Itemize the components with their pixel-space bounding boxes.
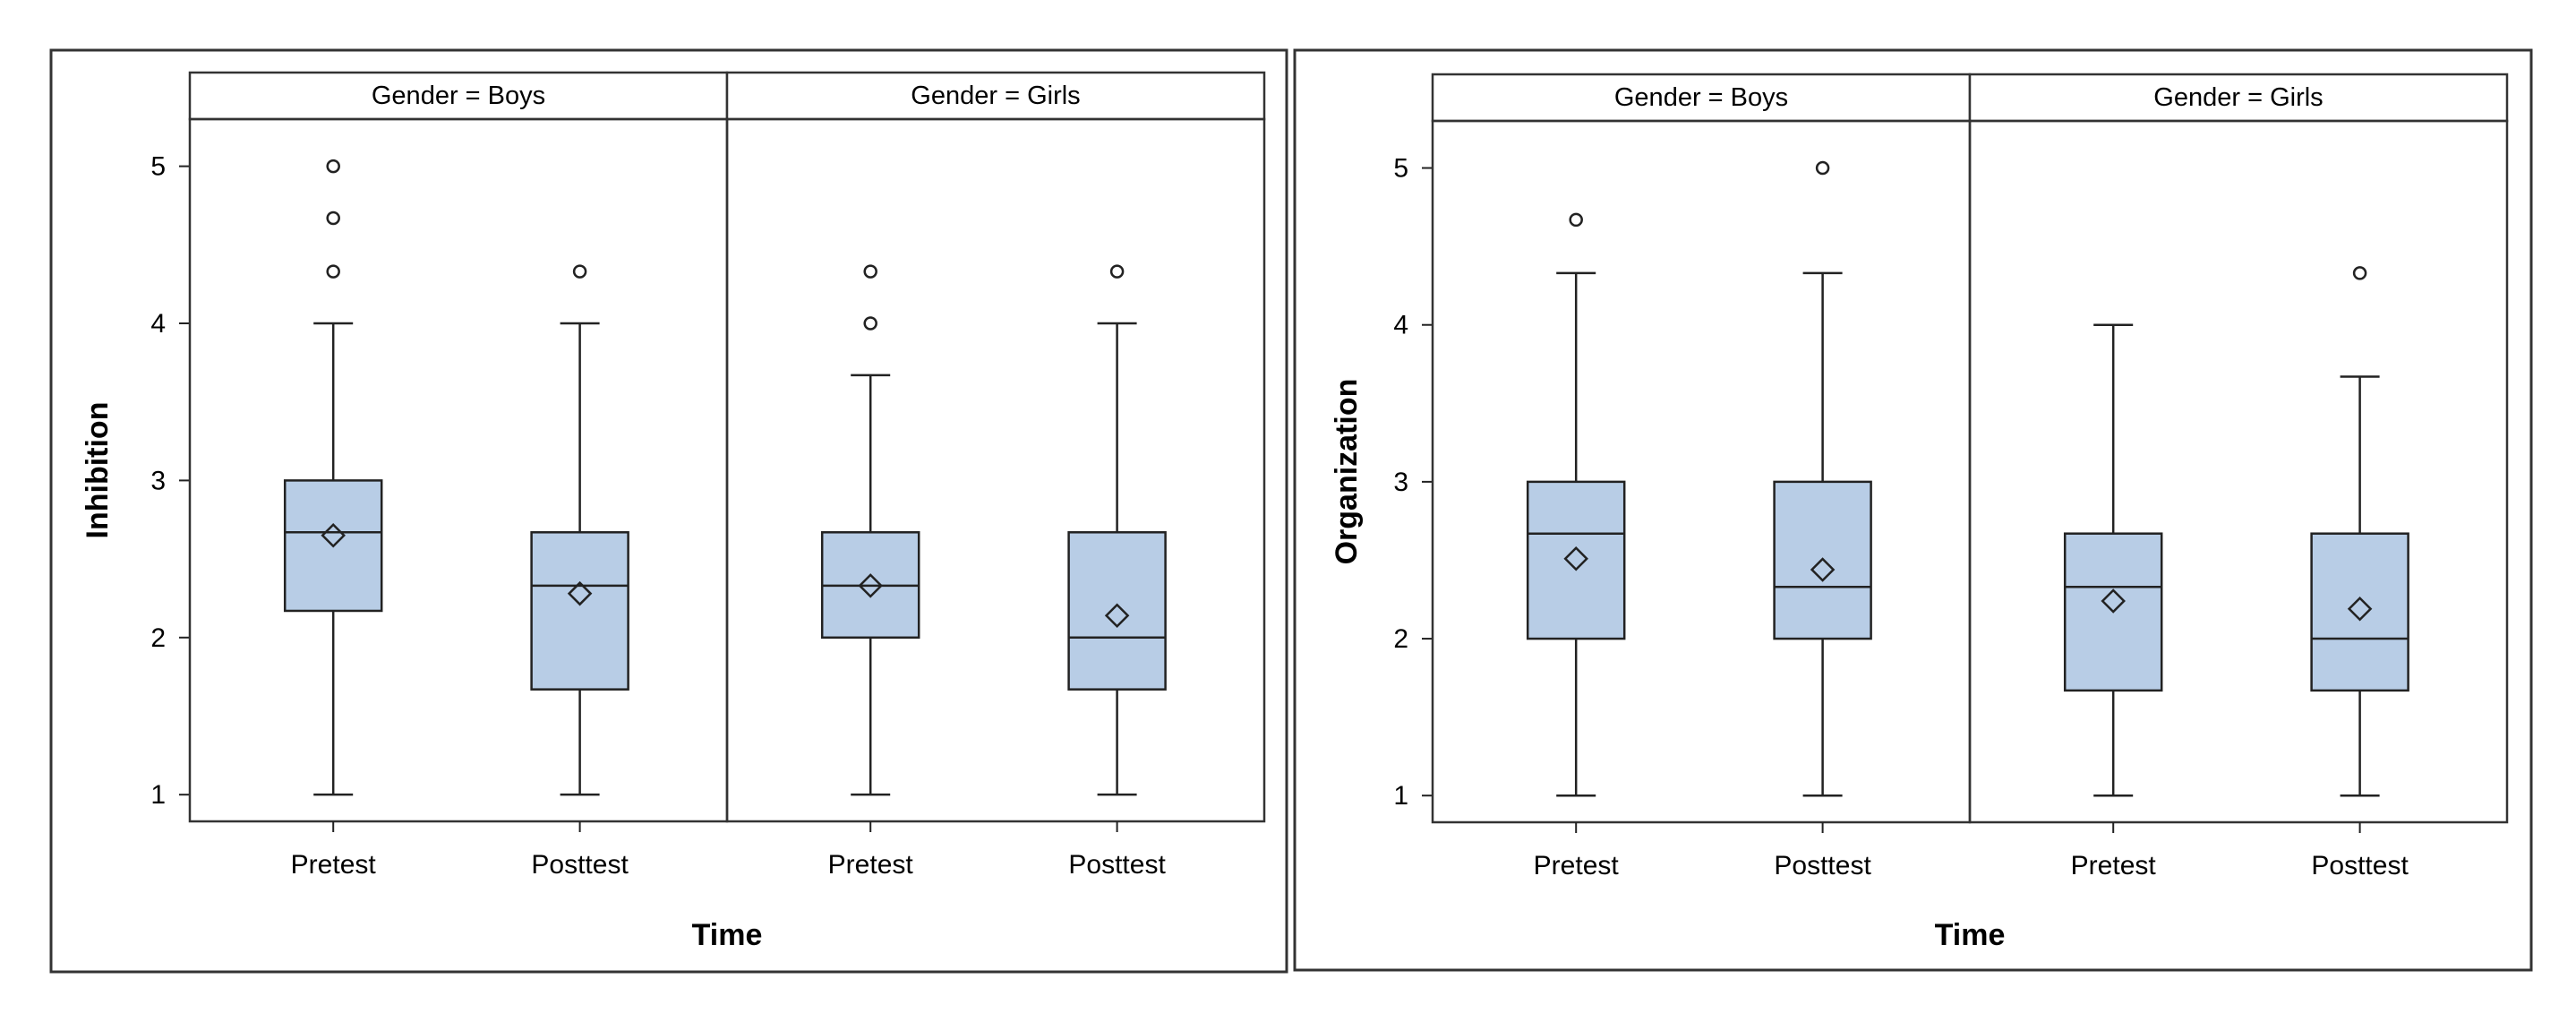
strip-label: Gender = Girls bbox=[911, 82, 1080, 110]
panel-frame bbox=[725, 117, 1266, 823]
strip-label: Gender = Boys bbox=[372, 82, 545, 110]
box-pretest: Pretest bbox=[820, 264, 920, 880]
box-pretest: Pretest bbox=[283, 159, 383, 880]
panel-frame bbox=[1968, 119, 2509, 824]
x-axis-title: Time bbox=[1935, 918, 2006, 952]
mean-marker bbox=[321, 523, 346, 548]
figure-frame bbox=[49, 48, 1288, 974]
y-tick-label: 3 bbox=[150, 466, 166, 495]
outlier-point bbox=[326, 264, 340, 279]
x-tick-label: Pretest bbox=[1534, 851, 1620, 880]
outlier-point bbox=[1109, 264, 1125, 279]
outlier-point bbox=[326, 159, 340, 174]
iqr-box bbox=[530, 531, 629, 691]
strip-label: Gender = Girls bbox=[2153, 83, 2323, 112]
y-tick-label: 1 bbox=[1393, 781, 1408, 811]
y-tick-label: 4 bbox=[1393, 311, 1408, 340]
outlier-point bbox=[863, 316, 877, 331]
panel-frame bbox=[188, 117, 729, 823]
mean-marker bbox=[1810, 557, 1836, 582]
y-tick-label: 4 bbox=[150, 309, 166, 339]
outlier-point bbox=[1569, 212, 1583, 228]
y-tick-label: 2 bbox=[1393, 624, 1408, 654]
x-tick-label: Pretest bbox=[291, 850, 377, 880]
panel-frame bbox=[1431, 119, 1972, 824]
panel-2: Gender = Girls Pretest Posttest bbox=[725, 71, 1266, 880]
mean-marker bbox=[1563, 545, 1588, 571]
box-posttest: Posttest bbox=[2310, 266, 2409, 880]
outlier-point bbox=[326, 210, 340, 226]
iqr-box bbox=[1067, 531, 1167, 691]
outlier-point bbox=[572, 264, 587, 279]
figure-frame bbox=[1293, 48, 2533, 972]
outlier-point bbox=[2352, 266, 2367, 280]
outlier-point bbox=[863, 264, 877, 279]
x-axis-title: Time bbox=[692, 918, 763, 952]
x-tick-label: Pretest bbox=[828, 850, 914, 880]
mean-marker bbox=[2101, 588, 2126, 614]
chart-2: 1 2 3 4 5 Organization Time Gender = Boys Pretes… bbox=[1293, 48, 2533, 972]
y-axis-title: Inhibition bbox=[81, 402, 115, 539]
box-posttest: Posttest bbox=[1773, 160, 1872, 880]
mean-marker bbox=[1104, 603, 1130, 629]
panel-2: Gender = Girls Pretest Posttest bbox=[1968, 73, 2509, 880]
y-tick-label: 2 bbox=[150, 623, 166, 653]
strip-header bbox=[188, 71, 729, 121]
y-tick-label: 3 bbox=[1393, 468, 1408, 497]
iqr-box bbox=[1526, 480, 1626, 640]
x-tick-label: Pretest bbox=[2071, 851, 2157, 880]
strip-header bbox=[1968, 73, 2509, 123]
panel-1: Gender = Boys Pretest Posttest bbox=[1431, 73, 1972, 880]
mean-marker bbox=[858, 573, 883, 598]
y-tick-label: 1 bbox=[150, 780, 166, 810]
outlier-point bbox=[1815, 160, 1830, 176]
box-posttest: Posttest bbox=[1067, 264, 1167, 880]
x-tick-label: Posttest bbox=[2311, 851, 2409, 880]
box-pretest: Pretest bbox=[1526, 212, 1626, 880]
x-tick-label: Posttest bbox=[531, 850, 629, 880]
mean-marker bbox=[2347, 597, 2373, 622]
panel-1: Gender = Boys Pretest Posttest bbox=[188, 71, 729, 880]
y-axis-title: Organization bbox=[1330, 379, 1364, 565]
iqr-box bbox=[2310, 532, 2409, 692]
box-posttest: Posttest bbox=[530, 264, 629, 880]
x-tick-label: Posttest bbox=[1068, 850, 1166, 880]
y-tick-label: 5 bbox=[1393, 154, 1408, 184]
x-tick-label: Posttest bbox=[1774, 851, 1871, 880]
box-pretest: Pretest bbox=[2063, 323, 2163, 880]
strip-header bbox=[725, 71, 1266, 121]
chart-1: 1 2 3 4 5 Inhibition Time Gender = Boys Pretest P… bbox=[49, 48, 1288, 974]
strip-label: Gender = Boys bbox=[1614, 83, 1788, 112]
y-tick-label: 5 bbox=[150, 152, 166, 182]
mean-marker bbox=[567, 580, 593, 606]
